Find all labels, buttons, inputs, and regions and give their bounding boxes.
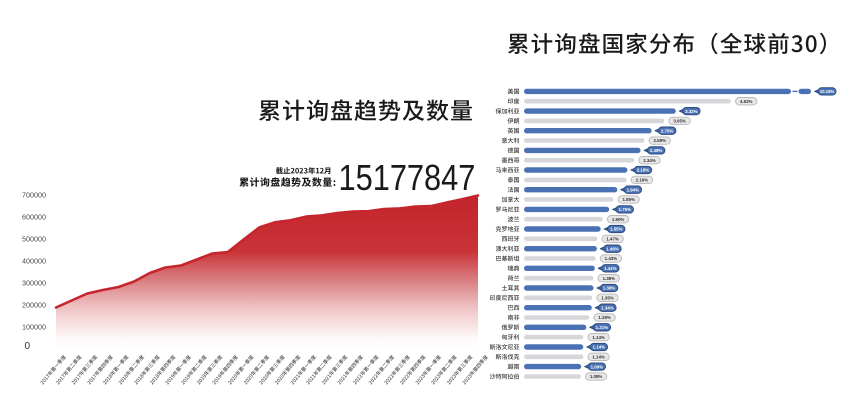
svg-text:1.21%: 1.21% [596,325,609,330]
svg-text:2.16%: 2.16% [636,178,649,183]
svg-text:1.14%: 1.14% [592,335,605,340]
svg-text:1.28%: 1.28% [598,315,611,320]
svg-text:400000: 400000 [22,256,46,265]
svg-text:10.18%: 10.18% [820,89,835,94]
svg-text:1.60%: 1.60% [612,217,625,222]
svg-text:100000: 100000 [22,322,46,331]
svg-text:4.62%: 4.62% [740,99,753,104]
svg-text:3.32%: 3.32% [685,109,698,114]
svg-text:200000: 200000 [22,300,46,309]
svg-text:300000: 300000 [22,278,46,287]
svg-text:15177847: 15177847 [339,158,476,199]
svg-text:3.05%: 3.05% [673,119,686,124]
svg-text:1.41%: 1.41% [604,266,617,271]
svg-text:1.46%: 1.46% [606,246,619,251]
svg-text:2.75%: 2.75% [661,128,674,133]
svg-text:0: 0 [24,341,30,352]
svg-text:1.38%: 1.38% [603,286,616,291]
svg-text:1.09%: 1.09% [591,364,604,369]
svg-text:500000: 500000 [22,234,46,243]
svg-text:1.34%: 1.34% [601,305,614,310]
svg-text:1.35%: 1.35% [601,296,614,301]
svg-text:2.18%: 2.18% [637,168,650,173]
svg-text:1.94%: 1.94% [627,187,640,192]
svg-text:700000: 700000 [22,190,46,199]
svg-text:1.55%: 1.55% [610,227,623,232]
svg-text:2.34%: 2.34% [643,158,656,163]
svg-text:2.49%: 2.49% [650,148,663,153]
svg-text:1.38%: 1.38% [603,276,616,281]
svg-text:1.47%: 1.47% [606,237,619,242]
svg-text:1.75%: 1.75% [619,207,632,212]
svg-text:1.43%: 1.43% [605,256,618,261]
svg-text:1.85%: 1.85% [622,197,635,202]
svg-text:2.58%: 2.58% [653,138,666,143]
svg-text:1.14%: 1.14% [592,355,605,360]
svg-text:600000: 600000 [22,212,46,221]
svg-text:1.08%: 1.08% [590,374,603,379]
svg-text:1.14%: 1.14% [593,345,606,350]
